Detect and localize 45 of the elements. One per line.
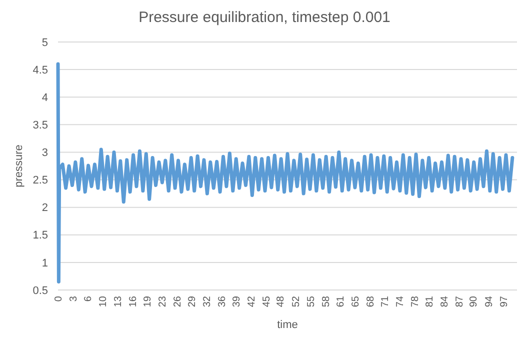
x-tick-label: 13 — [112, 296, 124, 308]
x-tick-label: 97 — [498, 296, 510, 308]
x-tick-label: 90 — [468, 296, 480, 308]
x-tick-label: 32 — [202, 296, 213, 308]
x-tick-label: 58 — [320, 296, 332, 308]
x-tick-label: 74 — [395, 296, 406, 308]
x-tick-label: 36 — [216, 296, 228, 308]
x-tick-label: 16 — [128, 296, 139, 308]
line-series — [56, 62, 514, 284]
x-tick-label: 3 — [68, 296, 80, 302]
y-tick-label: 3.5 — [32, 120, 48, 132]
y-tick-label: 5 — [42, 36, 48, 49]
x-tick-label: 23 — [157, 296, 168, 308]
x-tick-label: 68 — [365, 296, 376, 308]
x-tick-label: 78 — [410, 296, 421, 308]
x-tick-label: 6 — [83, 296, 94, 302]
y-tick-label: 0.5 — [32, 284, 48, 297]
y-tick-label: 3 — [42, 147, 48, 160]
x-tick-label: 0 — [54, 296, 64, 302]
x-tick-label: 42 — [246, 296, 258, 308]
x-tick-label: 84 — [440, 296, 451, 308]
x-tick-label: 94 — [484, 296, 496, 308]
y-tick-label: 1.5 — [32, 230, 48, 242]
x-tick-label: 61 — [336, 296, 347, 308]
x-tick-label: 10 — [98, 296, 110, 308]
y-tick-label: 4.5 — [32, 64, 48, 76]
y-tick-label: 2 — [42, 202, 48, 214]
x-tick-label: 29 — [187, 296, 198, 308]
x-tick-label: 71 — [380, 296, 392, 308]
x-tick-label: 48 — [276, 296, 287, 308]
y-axis-title: pressure — [13, 144, 25, 188]
x-tick-label: 55 — [306, 296, 317, 308]
x-tick-label: 19 — [142, 296, 154, 308]
x-tick-label: 65 — [350, 296, 362, 308]
x-tick-label: 81 — [424, 296, 436, 308]
y-tick-label: 1 — [42, 257, 48, 270]
chart-title: Pressure equilibration, timestep 0.001 — [138, 9, 390, 26]
x-tick-label: 87 — [454, 296, 466, 308]
x-axis-title: time — [277, 319, 298, 331]
x-tick-label: 45 — [261, 296, 272, 308]
y-tick-label: 4 — [42, 92, 48, 104]
x-tick-label: 39 — [232, 296, 243, 308]
y-tick-label: 2.5 — [32, 174, 48, 187]
x-tick-label: 52 — [291, 296, 302, 308]
x-tick-label: 26 — [172, 296, 184, 308]
